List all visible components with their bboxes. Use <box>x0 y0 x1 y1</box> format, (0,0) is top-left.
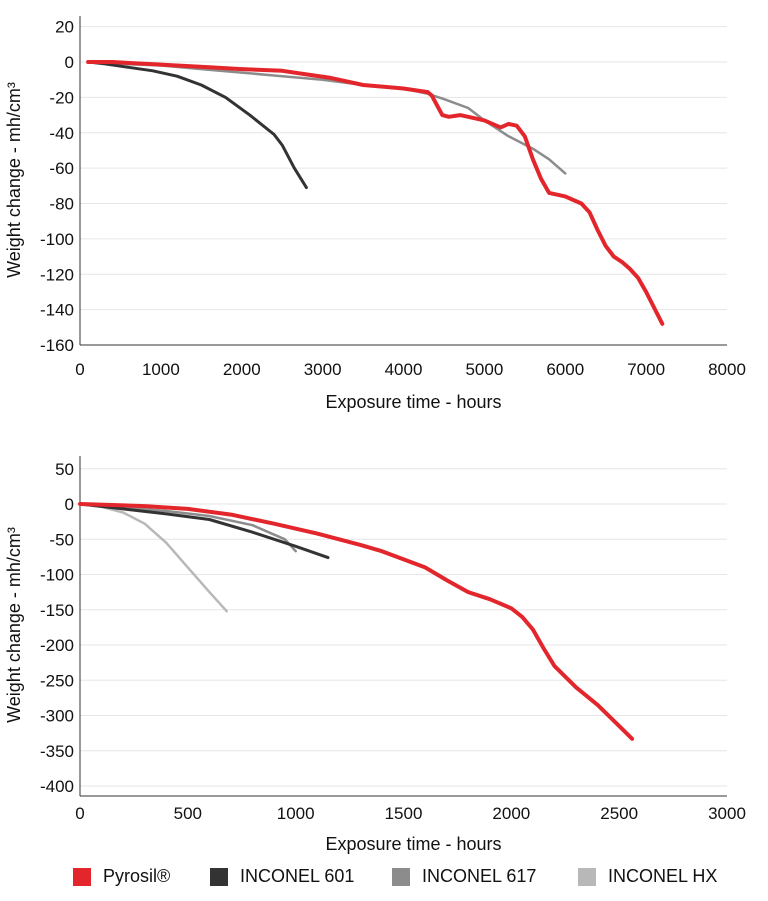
series-line-inconel-617 <box>78 502 297 553</box>
x-tick-label: 500 <box>174 804 202 823</box>
legend-item-pyrosil: Pyrosil® <box>73 866 170 887</box>
legend-swatch <box>73 867 91 886</box>
x-tick-label: 2000 <box>492 804 530 823</box>
y-tick-label: -160 <box>40 336 74 355</box>
y-tick-label: -100 <box>40 230 74 249</box>
x-tick-label: 3000 <box>708 804 746 823</box>
y-tick-label: -100 <box>40 566 74 585</box>
y-tick-label: -120 <box>40 265 74 284</box>
y-axis-label: Weight change - mh/cm³ <box>4 527 24 723</box>
y-axis-label: Weight change - mh/cm³ <box>4 82 24 278</box>
y-tick-label: -250 <box>40 671 74 690</box>
x-tick-label: 2000 <box>223 360 261 379</box>
x-tick-label: 3000 <box>304 360 342 379</box>
y-tick-label: 50 <box>55 460 74 479</box>
x-tick-label: 4000 <box>385 360 423 379</box>
x-tick-label: 6000 <box>546 360 584 379</box>
x-tick-label: 5000 <box>465 360 503 379</box>
x-tick-label: 7000 <box>627 360 665 379</box>
y-tick-label: -50 <box>49 530 74 549</box>
y-tick-label: 0 <box>65 495 74 514</box>
series-line-pyrosil <box>86 60 665 326</box>
x-tick-label: 1500 <box>385 804 423 823</box>
legend-item-inconel-617: INCONEL 617 <box>392 866 536 887</box>
y-tick-label: 20 <box>55 18 74 37</box>
legend-label: INCONEL 617 <box>422 866 537 886</box>
chart-bottom: 500-50-100-150-200-250-300-350-4000 500 10… <box>4 456 746 854</box>
y-tick-label: -150 <box>40 601 74 620</box>
series-line-inconel-601 <box>78 502 330 560</box>
x-tick-label: 0 <box>75 360 84 379</box>
x-tick-label: 0 <box>75 804 84 823</box>
y-tick-label: -400 <box>40 777 74 796</box>
x-tick-label: 8000 <box>708 360 746 379</box>
y-tick-label: -350 <box>40 742 74 761</box>
legend-item-inconel-hx: INCONEL HX <box>578 866 717 887</box>
y-tick-label: -140 <box>40 301 74 320</box>
x-tick-label: 1000 <box>142 360 180 379</box>
legend-swatch <box>392 867 410 886</box>
x-tick-label: 1000 <box>277 804 315 823</box>
y-tick-label: -20 <box>49 88 74 107</box>
series-line-pyrosil <box>78 502 635 741</box>
x-axis-label: Exposure time - hours <box>325 834 501 854</box>
legend-label: INCONEL 601 <box>240 866 355 886</box>
x-tick-label: 2500 <box>600 804 638 823</box>
legend-label: INCONEL HX <box>608 866 718 886</box>
legend-swatch <box>210 867 228 886</box>
legend-item-inconel-601: INCONEL 601 <box>210 866 354 887</box>
y-tick-label: 0 <box>65 53 74 72</box>
legend-swatch <box>578 867 596 886</box>
x-axis-label: Exposure time - hours <box>325 392 501 412</box>
legend: Pyrosil® INCONEL 601 INCONEL 617 INCONEL… <box>0 866 768 900</box>
y-tick-label: -300 <box>40 707 74 726</box>
y-tick-label: -200 <box>40 636 74 655</box>
y-tick-label: -80 <box>49 195 74 214</box>
y-tick-label: -40 <box>49 124 74 143</box>
series-line-inconel-601 <box>86 60 308 190</box>
legend-label: Pyrosil® <box>103 866 171 886</box>
y-tick-label: -60 <box>49 159 74 178</box>
